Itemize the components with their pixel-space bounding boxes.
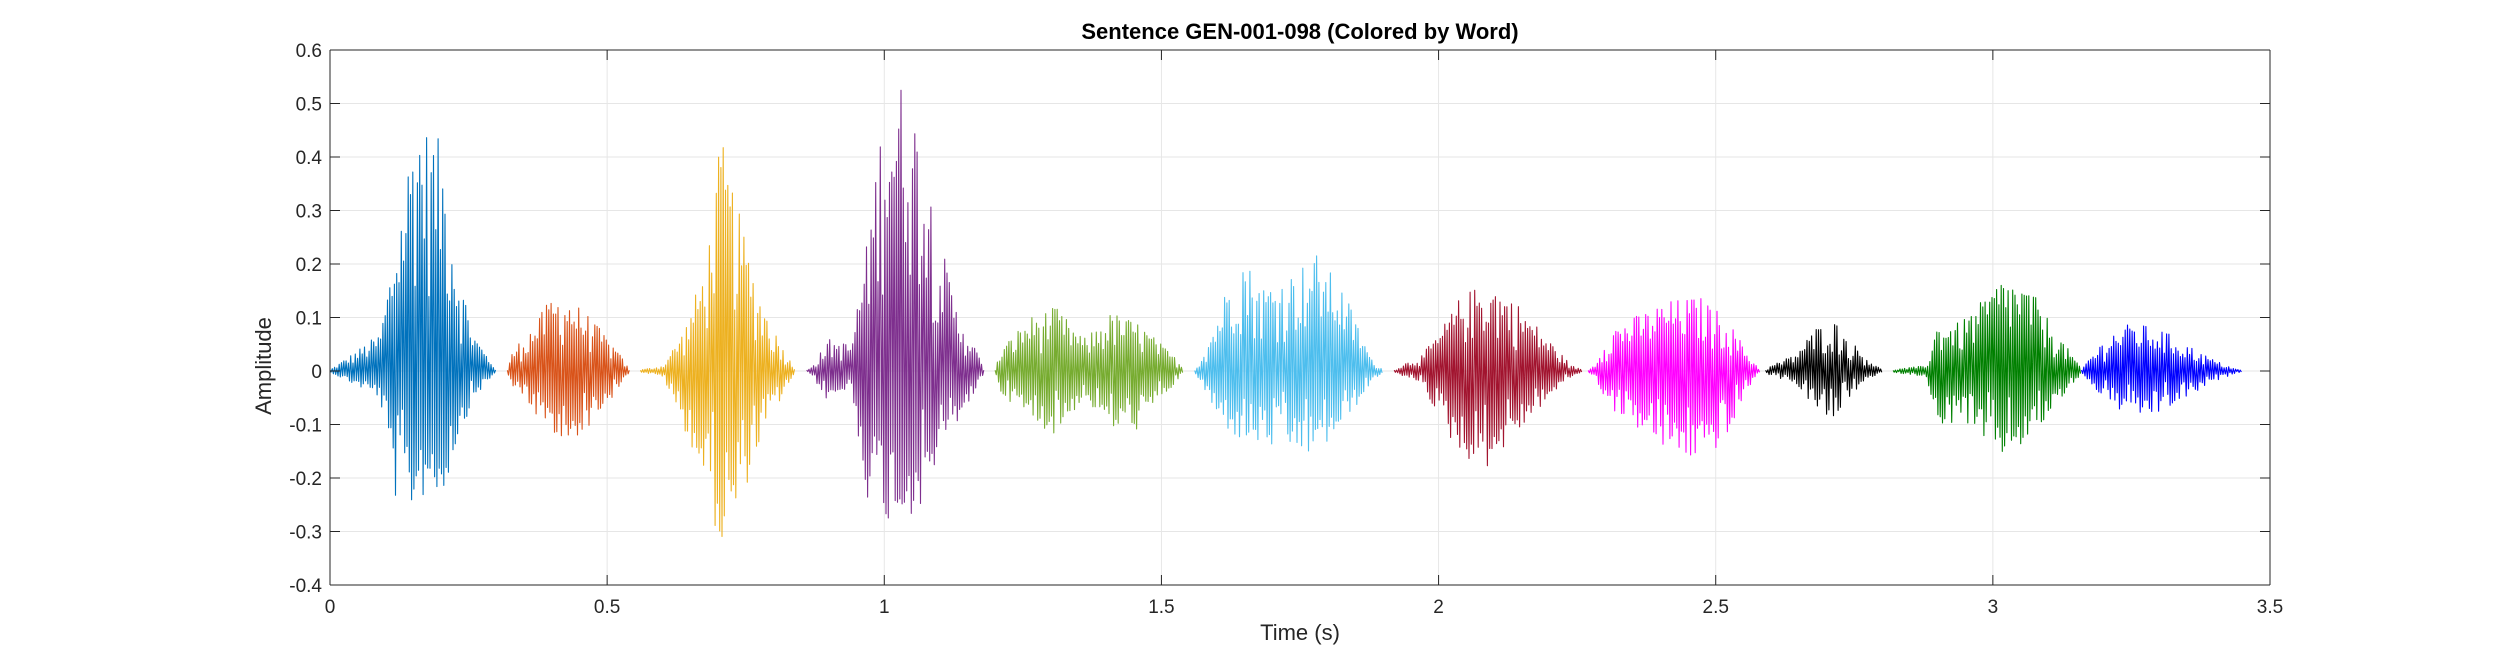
word-waveform-6 <box>1194 255 1383 452</box>
y-tick-label: -0.2 <box>289 469 322 490</box>
y-tick-label: 0.1 <box>296 309 322 330</box>
y-tick-label: 0.4 <box>296 148 323 169</box>
x-axis-label: Time (s) <box>1260 620 1340 645</box>
y-tick-label: -0.3 <box>289 523 322 544</box>
word-waveform-3 <box>639 147 796 538</box>
waveform-line <box>1765 324 1883 417</box>
word-waveform-7 <box>1393 289 1583 467</box>
waveform-line <box>1587 298 1761 456</box>
x-tick-label: 3 <box>1988 597 1999 618</box>
waveform-line <box>329 137 497 501</box>
word-waveform-1 <box>329 137 497 501</box>
y-tick-label: -0.4 <box>289 576 322 597</box>
waveform-line <box>1393 289 1583 467</box>
y-tick-label: 0.2 <box>296 255 322 276</box>
x-tick-label: 1.5 <box>1148 597 1174 618</box>
chart-title: Sentence GEN-001-098 (Colored by Word) <box>1081 19 1518 44</box>
waveform-line <box>506 302 630 437</box>
x-tick-label: 1 <box>879 597 890 618</box>
x-tick-label: 0.5 <box>594 597 620 618</box>
waveform-line <box>639 147 796 538</box>
waveform-line <box>1194 255 1383 452</box>
y-tick-label: -0.1 <box>289 416 322 437</box>
y-tick-label: 0.3 <box>296 202 322 223</box>
y-axis-label: Amplitude <box>251 317 276 415</box>
word-waveform-11 <box>2080 324 2242 413</box>
plot-axes: 0 0.5 1 1.5 2 2.5 3 3.5 -0.4 -0.3 -0.2 -0.1 0 0.1 0.2 0… <box>289 41 2283 618</box>
y-tick-label: 0 <box>311 362 322 383</box>
x-tick-label: 3.5 <box>2257 597 2283 618</box>
word-waveform-8 <box>1587 298 1761 456</box>
x-tick-label: 2.5 <box>1703 597 1729 618</box>
y-tick-label: 0.5 <box>296 95 322 116</box>
x-tick-label: 2 <box>1433 597 1444 618</box>
waveform-line <box>806 89 985 519</box>
word-waveform-2 <box>506 302 630 437</box>
word-waveform-5 <box>994 307 1184 434</box>
word-waveform-4 <box>806 89 985 519</box>
y-tick-label: 0.6 <box>296 41 322 62</box>
waveform-line <box>1892 284 2082 452</box>
waveform-line <box>2080 324 2242 413</box>
x-tick-label: 0 <box>325 597 336 618</box>
word-waveform-10 <box>1892 284 2082 452</box>
word-waveform-9 <box>1765 324 1883 417</box>
waveform-line <box>994 307 1184 434</box>
